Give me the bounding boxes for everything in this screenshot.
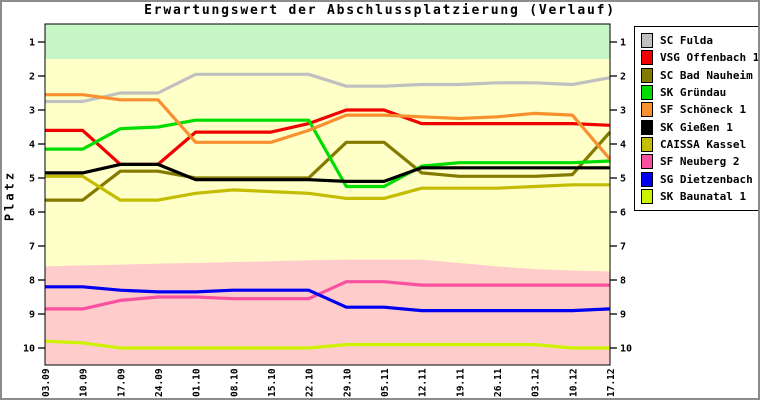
band-promotion-zone xyxy=(45,24,610,59)
legend-swatch-icon xyxy=(641,136,653,152)
legend-swatch-icon xyxy=(641,171,653,187)
x-tick-label: 10.09 xyxy=(79,368,90,397)
y-tick-label-left: 3 xyxy=(29,106,35,117)
y-tick-label-right: 10 xyxy=(620,344,632,355)
y-tick-label-left: 4 xyxy=(29,140,35,151)
y-tick-label-left: 8 xyxy=(29,276,35,287)
series-line-sk-gie-en-1 xyxy=(45,162,610,183)
legend-box: SC Fulda VSG Offenbach 1 SC Bad Nauheim SK … xyxy=(634,26,760,211)
legend-item-sk-gie-en-1: SK Gießen 1 xyxy=(641,118,760,135)
legend-item-sk-gr-ndau: SK Gründau xyxy=(641,84,760,101)
legend-swatch-icon xyxy=(641,102,653,118)
legend-item-sf-sch-neck-1: SF Schöneck 1 xyxy=(641,101,760,118)
x-tick-label: 03.12 xyxy=(531,368,542,397)
x-tick-label: 24.09 xyxy=(154,368,165,397)
x-tick-label: 08.10 xyxy=(229,368,240,397)
x-tick-label: 12.11 xyxy=(418,368,429,397)
y-tick-label-right: 9 xyxy=(620,310,626,321)
legend-label: SC Fulda xyxy=(660,34,713,48)
series-line-sk-gr-ndau xyxy=(45,118,611,189)
legend-item-sg-dietzenbach-1: SG Dietzenbach 1 xyxy=(641,170,760,187)
y-tick-label-left: 9 xyxy=(29,310,35,321)
legend-swatch-icon xyxy=(641,119,653,135)
legend-label: CAISSA Kassel xyxy=(660,137,747,151)
legend-swatch-icon xyxy=(641,50,653,66)
series-line-caissa-kassel xyxy=(45,174,610,202)
x-tick-label: 29.10 xyxy=(342,368,353,397)
x-tick-label: 03.09 xyxy=(41,368,52,397)
x-tick-label: 01.10 xyxy=(192,368,203,397)
legend-label: SF Neuberg 2 xyxy=(660,155,740,169)
legend-swatch-icon xyxy=(641,154,653,170)
y-tick-label-left: 5 xyxy=(29,174,35,185)
x-tick-label: 17.09 xyxy=(116,368,127,397)
x-tick-label: 19.11 xyxy=(455,368,466,397)
y-tick-label-left: 10 xyxy=(23,344,35,355)
legend-label: VSG Offenbach 1 xyxy=(660,51,760,65)
legend-label: SK Baunatal 1 xyxy=(660,189,747,203)
series-line-sf-sch-neck-1 xyxy=(45,93,612,161)
y-tick-label-right: 7 xyxy=(620,242,626,253)
legend-item-vsg-offenbach-1: VSG Offenbach 1 xyxy=(641,49,760,66)
legend-item-sf-neuberg-2: SF Neuberg 2 xyxy=(641,153,760,170)
legend-label: SK Gießen 1 xyxy=(660,120,733,134)
chart-title: Erwartungswert der Abschlussplatzierung … xyxy=(144,3,616,18)
legend-label: SF Schöneck 1 xyxy=(660,103,747,117)
x-tick-label: 10.12 xyxy=(568,368,579,397)
y-tick-label-right: 6 xyxy=(620,208,626,219)
series-line-sc-bad-nauheim xyxy=(45,131,612,202)
x-tick-label: 26.11 xyxy=(493,368,504,397)
legend-swatch-icon xyxy=(641,188,653,204)
series-line-sc-fulda xyxy=(45,72,611,104)
legend-item-sc-fulda: SC Fulda xyxy=(641,32,760,49)
legend-item-sk-baunatal-1: SK Baunatal 1 xyxy=(641,188,760,205)
x-tick-label: 05.11 xyxy=(380,368,391,397)
x-tick-label: 17.12 xyxy=(606,368,617,397)
y-tick-label-left: 7 xyxy=(29,242,35,253)
x-tick-label: 22.10 xyxy=(305,368,316,397)
y-tick-label-right: 4 xyxy=(620,140,626,151)
y-tick-label-right: 8 xyxy=(620,276,626,287)
legend-item-caissa-kassel: CAISSA Kassel xyxy=(641,136,760,153)
legend-swatch-icon xyxy=(641,33,653,49)
series-line-sk-baunatal-1 xyxy=(44,339,610,350)
y-tick-label-right: 1 xyxy=(620,38,626,49)
y-tick-label-right: 5 xyxy=(620,174,626,185)
x-tick-label: 15.10 xyxy=(267,368,278,397)
y-tick-label-right: 2 xyxy=(620,72,626,83)
legend-label: SC Bad Nauheim xyxy=(660,68,753,82)
legend-label: SG Dietzenbach 1 xyxy=(660,172,760,186)
legend-label: SK Gründau xyxy=(660,86,727,100)
legend-swatch-icon xyxy=(641,85,653,101)
y-axis-label: Platz xyxy=(2,169,17,222)
y-tick-label-left: 6 xyxy=(29,208,35,219)
legend-swatch-icon xyxy=(641,67,653,83)
legend-item-sc-bad-nauheim: SC Bad Nauheim xyxy=(641,67,760,84)
series-line-sf-neuberg-2 xyxy=(45,280,610,311)
plot-frame xyxy=(44,23,611,366)
y-tick-label-left: 2 xyxy=(29,72,35,83)
y-tick-label-right: 3 xyxy=(620,106,626,117)
series-line-sg-dietzenbach-1 xyxy=(45,285,611,313)
y-tick-label-left: 1 xyxy=(29,38,35,49)
